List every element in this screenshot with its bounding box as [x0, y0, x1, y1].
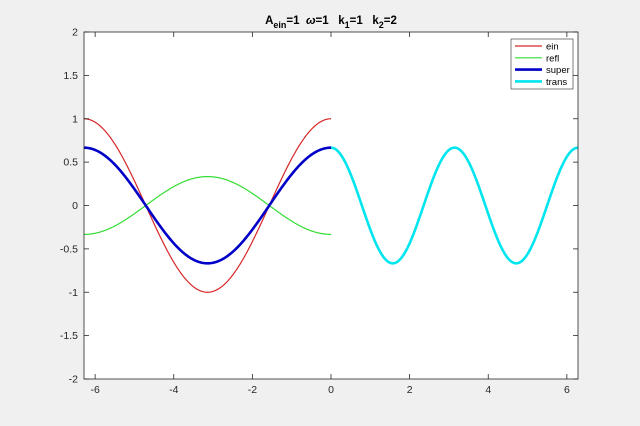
- title-eq4: =2: [384, 15, 397, 27]
- x-tick-label: 0: [328, 384, 334, 396]
- legend-label-ein: ein: [546, 42, 559, 53]
- x-tick-label: 6: [564, 384, 570, 396]
- legend-label-refl: refl: [546, 53, 559, 64]
- title-eq1: =1: [286, 15, 306, 27]
- x-tick-label: -2: [248, 384, 257, 396]
- y-tick-label: -1: [69, 287, 78, 299]
- legend-label-super: super: [546, 65, 570, 76]
- y-tick-label: 0: [72, 200, 78, 212]
- chart-title: Aein=1 ω=1 k1=1 k2=2: [265, 15, 397, 30]
- y-tick-label: -1.5: [60, 330, 78, 342]
- title-eq2: =1 k: [316, 15, 346, 27]
- series-line-ein: [83, 118, 332, 293]
- x-tick-label: -6: [90, 384, 99, 396]
- series-line-super: [83, 146, 332, 265]
- title-sub-2: 2: [379, 20, 384, 30]
- plot-lines: [83, 118, 579, 293]
- series-line-trans: [330, 146, 579, 265]
- x-tick-label: 2: [407, 384, 413, 396]
- title-sub-ein: ein: [273, 20, 286, 30]
- y-tick-label: 1: [72, 113, 78, 125]
- x-axis-ticks: -6 -4 -2 0 2 4 6: [90, 32, 570, 396]
- y-tick-label: 1.5: [63, 70, 78, 82]
- title-sub-1: 1: [345, 20, 350, 30]
- y-tick-label: -2: [69, 374, 78, 386]
- y-tick-label: -0.5: [60, 243, 78, 255]
- title-main: A: [265, 15, 273, 27]
- y-tick-label: 2: [72, 27, 78, 39]
- legend-label-trans: trans: [546, 77, 567, 88]
- y-axis-ticks: -2 -1.5 -1 -0.5 0 0.5 1 1.5 2: [60, 27, 578, 386]
- x-tick-label: 4: [485, 384, 491, 396]
- series-line-refl: [83, 175, 332, 236]
- y-tick-label: 0.5: [63, 157, 78, 169]
- axes-background: [84, 32, 578, 379]
- title-omega: ω: [306, 15, 316, 27]
- x-tick-label: -4: [169, 384, 178, 396]
- title-eq3: =1 k: [350, 15, 380, 27]
